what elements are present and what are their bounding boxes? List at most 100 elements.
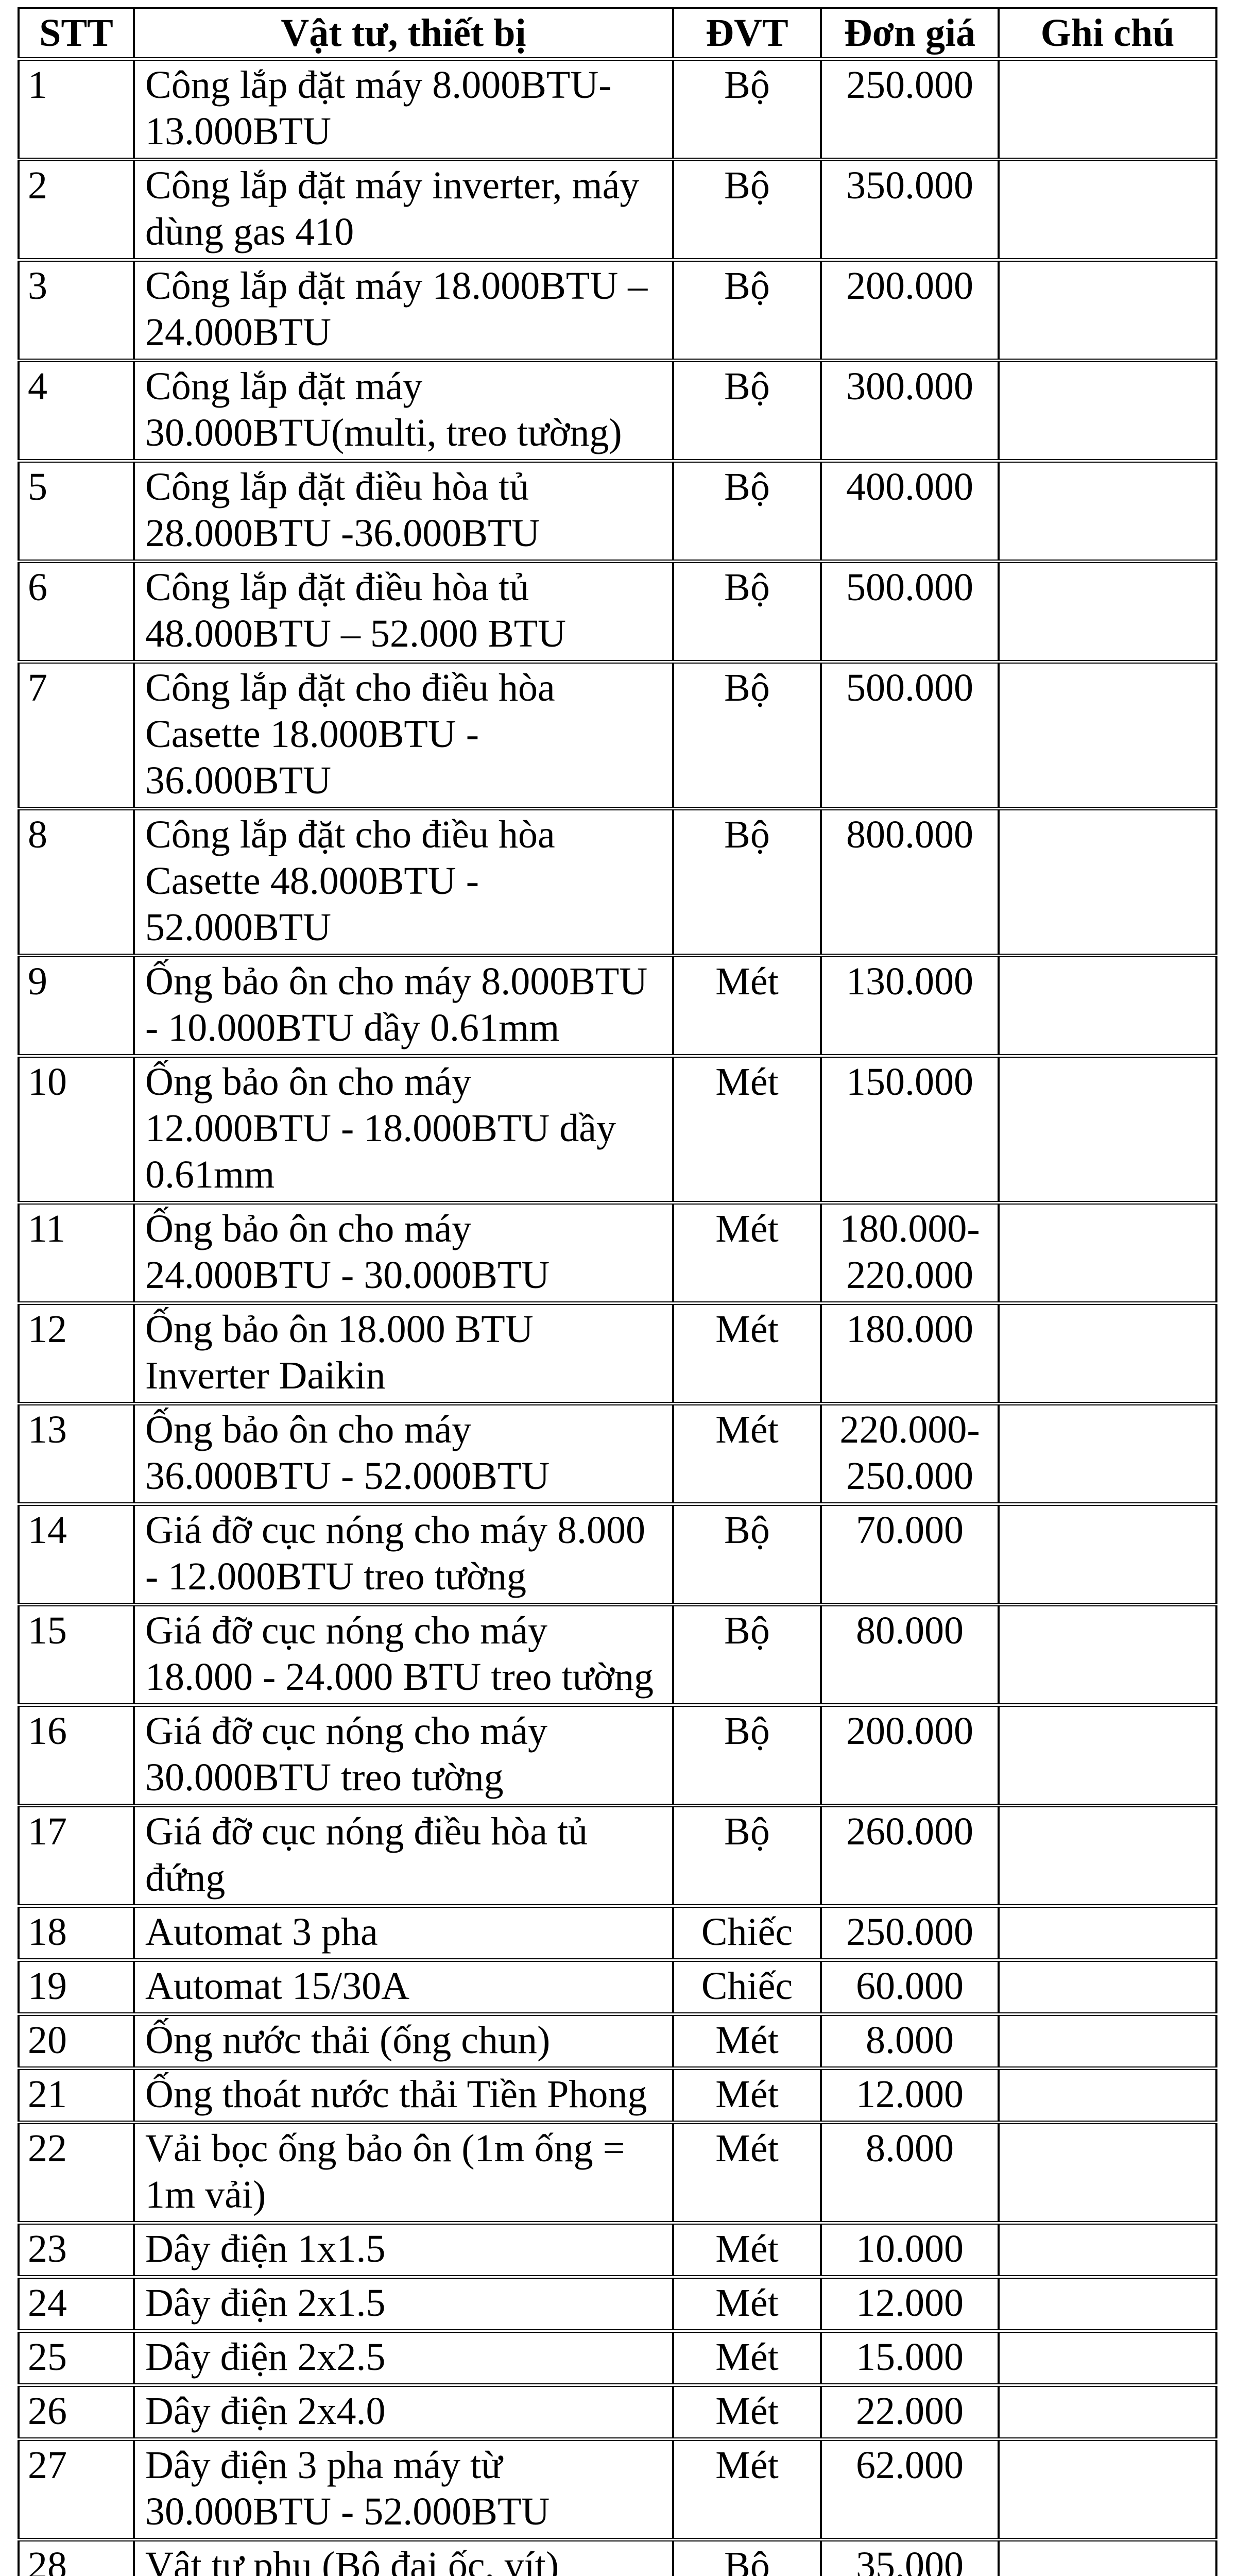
price-cell: 800.000 (820, 807, 1000, 956)
item-cell: Ống bảo ôn cho máy 8.000BTU - 10.000BTU … (133, 954, 674, 1057)
note-cell (998, 1958, 1217, 2015)
table-row: 21 Ống thoát nước thải Tiền Phong Mét 12… (18, 2066, 1217, 2123)
stt-cell: 17 (18, 1804, 135, 1907)
table-row: 5 Công lắp đặt điều hòa tủ 28.000BTU -36… (18, 459, 1217, 562)
unit-cell: Bộ (672, 1804, 822, 1907)
price-cell: 200.000 (820, 258, 1000, 361)
table-row: 25 Dây điện 2x2.5 Mét 15.000 (18, 2329, 1217, 2386)
item-cell: Dây điện 2x1.5 (133, 2275, 674, 2332)
unit-cell: Bộ (672, 57, 822, 160)
price-table-body: 1 Công lắp đặt máy 8.000BTU-13.000BTU Bộ… (18, 57, 1217, 2576)
unit-cell: Mét (672, 1054, 822, 1204)
price-cell: 200.000 (820, 1703, 1000, 1806)
unit-cell: Bộ (672, 258, 822, 361)
note-cell (998, 459, 1217, 562)
price-cell: 12.000 (820, 2275, 1000, 2332)
note-cell (998, 1703, 1217, 1806)
header-unit: ĐVT (672, 7, 822, 61)
stt-cell: 3 (18, 258, 135, 361)
stt-cell: 9 (18, 954, 135, 1057)
table-row: 24 Dây điện 2x1.5 Mét 12.000 (18, 2275, 1217, 2332)
unit-cell: Bộ (672, 459, 822, 562)
note-cell (998, 258, 1217, 361)
item-cell: Vật tư phụ (Bộ đai ốc, vít) (133, 2538, 674, 2576)
item-cell: Vải bọc ống bảo ôn (1m ống = 1m vải) (133, 2121, 674, 2224)
item-cell: Công lắp đặt điều hòa tủ 48.000BTU – 52.… (133, 560, 674, 663)
item-cell: Công lắp đặt cho điều hòa Casette 48.000… (133, 807, 674, 956)
item-cell: Giá đỡ cục nóng cho máy 30.000BTU treo t… (133, 1703, 674, 1806)
stt-cell: 12 (18, 1301, 135, 1404)
item-cell: Dây điện 1x1.5 (133, 2221, 674, 2278)
unit-cell: Bộ (672, 1603, 822, 1706)
item-cell: Ống thoát nước thải Tiền Phong (133, 2066, 674, 2123)
table-row: 10 Ống bảo ôn cho máy 12.000BTU - 18.000… (18, 1054, 1217, 1204)
note-cell (998, 1054, 1217, 1204)
note-cell (998, 2121, 1217, 2224)
unit-cell: Mét (672, 2437, 822, 2540)
unit-cell: Mét (672, 2012, 822, 2069)
item-cell: Giá đỡ cục nóng cho máy 18.000 - 24.000 … (133, 1603, 674, 1706)
stt-cell: 15 (18, 1603, 135, 1706)
price-cell: 150.000 (820, 1054, 1000, 1204)
item-cell: Automat 15/30A (133, 1958, 674, 2015)
unit-cell: Mét (672, 2275, 822, 2332)
item-cell: Công lắp đặt máy inverter, máy dùng gas … (133, 158, 674, 261)
note-cell (998, 2275, 1217, 2332)
note-cell (998, 954, 1217, 1057)
note-cell (998, 1201, 1217, 1304)
item-cell: Automat 3 pha (133, 1904, 674, 1961)
price-cell: 180.000-220.000 (820, 1201, 1000, 1304)
price-cell: 500.000 (820, 560, 1000, 663)
table-row: 26 Dây điện 2x4.0 Mét 22.000 (18, 2383, 1217, 2440)
price-cell: 250.000 (820, 1904, 1000, 1961)
stt-cell: 24 (18, 2275, 135, 2332)
note-cell (998, 807, 1217, 956)
stt-cell: 26 (18, 2383, 135, 2440)
unit-cell: Mét (672, 2221, 822, 2278)
table-row: 17 Giá đỡ cục nóng điều hòa tủ đứng Bộ 2… (18, 1804, 1217, 1907)
stt-cell: 10 (18, 1054, 135, 1204)
table-row: 28 Vật tư phụ (Bộ đai ốc, vít) Bộ 35.000 (18, 2538, 1217, 2576)
price-cell: 80.000 (820, 1603, 1000, 1706)
table-row: 23 Dây điện 1x1.5 Mét 10.000 (18, 2221, 1217, 2278)
price-cell: 400.000 (820, 459, 1000, 562)
stt-cell: 8 (18, 807, 135, 956)
unit-cell: Bộ (672, 359, 822, 462)
item-cell: Giá đỡ cục nóng cho máy 8.000 - 12.000BT… (133, 1502, 674, 1605)
stt-cell: 19 (18, 1958, 135, 2015)
price-cell: 130.000 (820, 954, 1000, 1057)
unit-cell: Bộ (672, 2538, 822, 2576)
table-row: 27 Dây điện 3 pha máy từ 30.000BTU - 52.… (18, 2437, 1217, 2540)
price-cell: 62.000 (820, 2437, 1000, 2540)
price-cell: 8.000 (820, 2121, 1000, 2224)
note-cell (998, 1603, 1217, 1706)
unit-cell: Chiếc (672, 1904, 822, 1961)
price-table: STT Vật tư, thiết bị ĐVT Đơn giá Ghi chú… (18, 7, 1217, 2576)
table-row: 1 Công lắp đặt máy 8.000BTU-13.000BTU Bộ… (18, 57, 1217, 160)
table-row: 16 Giá đỡ cục nóng cho máy 30.000BTU tre… (18, 1703, 1217, 1806)
price-cell: 60.000 (820, 1958, 1000, 2015)
stt-cell: 4 (18, 359, 135, 462)
stt-cell: 25 (18, 2329, 135, 2386)
table-row: 22 Vải bọc ống bảo ôn (1m ống = 1m vải) … (18, 2121, 1217, 2224)
price-cell: 250.000 (820, 57, 1000, 160)
table-row: 14 Giá đỡ cục nóng cho máy 8.000 - 12.00… (18, 1502, 1217, 1605)
note-cell (998, 1402, 1217, 1505)
item-cell: Dây điện 2x4.0 (133, 2383, 674, 2440)
price-cell: 260.000 (820, 1804, 1000, 1907)
unit-cell: Mét (672, 2383, 822, 2440)
stt-cell: 6 (18, 560, 135, 663)
note-cell (998, 1804, 1217, 1907)
stt-cell: 14 (18, 1502, 135, 1605)
price-cell: 180.000 (820, 1301, 1000, 1404)
price-cell: 15.000 (820, 2329, 1000, 2386)
table-row: 19 Automat 15/30A Chiếc 60.000 (18, 1958, 1217, 2015)
table-row: 8 Công lắp đặt cho điều hòa Casette 48.0… (18, 807, 1217, 956)
item-cell: Công lắp đặt cho điều hòa Casette 18.000… (133, 660, 674, 809)
price-table-header: STT Vật tư, thiết bị ĐVT Đơn giá Ghi chú (18, 7, 1217, 61)
table-row: 4 Công lắp đặt máy 30.000BTU(multi, treo… (18, 359, 1217, 462)
note-cell (998, 1502, 1217, 1605)
header-price: Đơn giá (820, 7, 1000, 61)
unit-cell: Mét (672, 1201, 822, 1304)
item-cell: Ống bảo ôn 18.000 BTU Inverter Daikin (133, 1301, 674, 1404)
